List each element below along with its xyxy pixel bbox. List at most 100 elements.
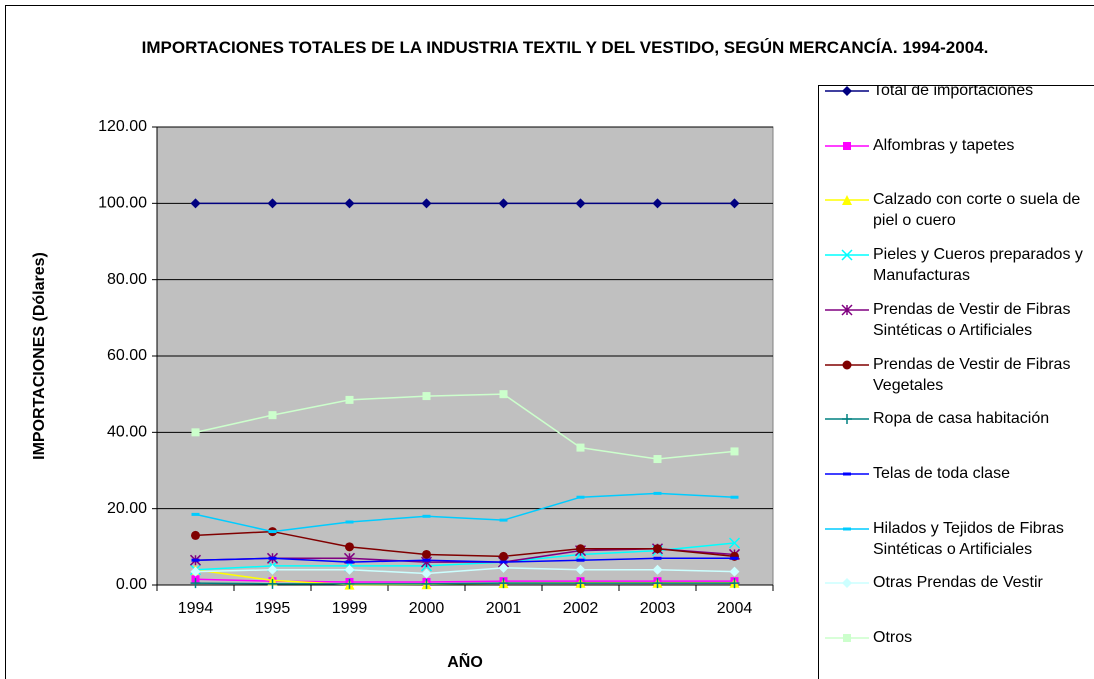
series-line — [195, 542, 735, 571]
marker — [190, 578, 201, 589]
series-line — [195, 582, 735, 585]
marker — [268, 556, 277, 560]
marker — [344, 198, 355, 209]
marker — [730, 447, 739, 456]
y-tick-label: 60.00 — [107, 347, 147, 364]
legend-swatch — [825, 304, 869, 316]
marker — [843, 141, 851, 150]
marker — [345, 542, 354, 552]
marker-part — [576, 443, 585, 452]
marker-part — [344, 564, 355, 575]
marker — [653, 556, 662, 560]
marker-part — [267, 578, 278, 589]
series-line — [195, 492, 735, 533]
marker-part — [498, 578, 509, 589]
marker-part — [498, 562, 509, 573]
marker — [422, 558, 431, 562]
y-tick-label: 0.00 — [116, 576, 147, 593]
legend-swatch — [825, 472, 869, 476]
marker — [498, 198, 509, 209]
marker — [575, 564, 586, 575]
marker-part — [421, 578, 432, 589]
marker-part — [191, 512, 200, 516]
marker — [652, 564, 663, 575]
marker — [267, 564, 278, 575]
marker-part — [730, 495, 739, 499]
marker-part — [344, 198, 355, 209]
marker-part — [499, 560, 508, 564]
marker — [730, 495, 739, 499]
marker-part — [576, 558, 585, 562]
legend-swatch — [825, 578, 869, 589]
marker-part — [729, 578, 740, 589]
marker — [842, 86, 852, 96]
marker-part — [653, 556, 662, 560]
marker — [842, 578, 852, 589]
marker — [345, 560, 354, 564]
marker — [268, 530, 277, 534]
marker — [728, 537, 741, 549]
legend-swatch — [825, 527, 869, 531]
marker — [576, 544, 585, 554]
marker — [345, 520, 354, 524]
marker-part — [576, 495, 585, 499]
marker-part — [842, 195, 852, 206]
x-tick-label: 2003 — [640, 600, 676, 617]
marker-part — [268, 556, 277, 560]
marker — [729, 578, 740, 589]
marker — [268, 411, 277, 420]
marker-part — [345, 542, 354, 552]
legend-swatch — [825, 141, 869, 150]
marker — [499, 551, 508, 561]
x-tick-label: 2004 — [717, 600, 753, 617]
marker — [421, 198, 432, 209]
chart-title: IMPORTACIONES TOTALES DE LA INDUSTRIA TE… — [141, 38, 989, 57]
legend-label: Telas de toda clase — [873, 464, 1010, 482]
marker-part — [422, 549, 431, 559]
marker-part — [575, 198, 586, 209]
marker-part — [652, 198, 663, 209]
x-axis-title: AÑO — [447, 651, 483, 671]
marker-part — [730, 447, 739, 456]
marker — [842, 414, 852, 425]
marker-part — [191, 428, 200, 437]
marker-part — [730, 556, 739, 560]
legend-label: Pieles y Cueros preparados y Manufactura… — [873, 246, 1083, 285]
marker-part — [841, 249, 853, 261]
marker — [191, 428, 200, 437]
legend-label: Total de importaciones — [873, 85, 1034, 99]
marker-part — [843, 527, 851, 531]
legend-swatch — [825, 360, 869, 369]
marker-part — [842, 360, 852, 369]
marker — [575, 578, 586, 589]
marker-part — [843, 472, 851, 476]
legend-swatch — [825, 249, 869, 261]
marker-part — [575, 578, 586, 589]
marker-part — [268, 411, 277, 420]
marker-part — [190, 566, 201, 577]
series-line — [195, 530, 735, 558]
x-tick-label: 2002 — [563, 600, 599, 617]
marker-part — [842, 86, 852, 96]
legend-label: Alfombras y tapetes — [873, 136, 1015, 154]
marker — [653, 544, 662, 554]
marker — [730, 556, 739, 560]
marker-part — [191, 558, 200, 562]
marker — [191, 512, 200, 516]
marker — [345, 395, 354, 404]
marker — [576, 558, 585, 562]
x-tick-label: 1995 — [255, 600, 291, 617]
marker — [421, 568, 432, 579]
marker-part — [498, 198, 509, 209]
marker-part — [843, 634, 851, 642]
y-tick-label: 100.00 — [98, 195, 147, 212]
series-line — [195, 567, 735, 575]
series-line — [195, 557, 735, 563]
marker-part — [652, 564, 663, 575]
marker — [653, 455, 662, 464]
marker — [652, 578, 663, 589]
marker-part — [422, 558, 431, 562]
marker-part — [728, 537, 741, 549]
